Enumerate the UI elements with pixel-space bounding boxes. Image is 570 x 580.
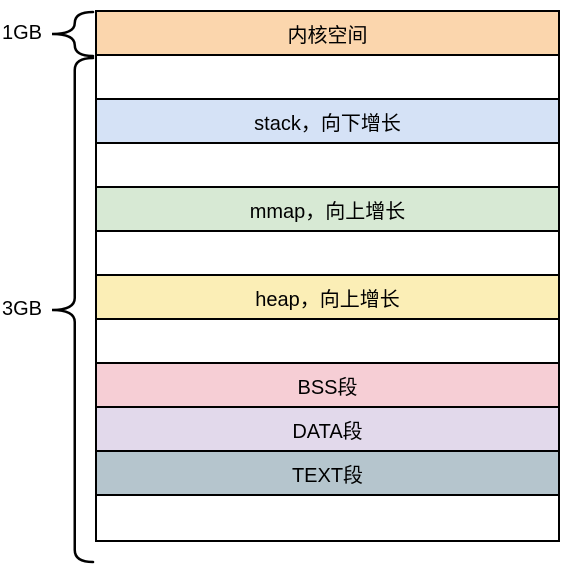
memory-row-8: BSS段 <box>97 364 558 408</box>
memory-row-4: mmap，向上增长 <box>97 188 558 232</box>
memory-row-0: 内核空间 <box>97 12 558 56</box>
size-label-0: 1GB <box>2 22 42 45</box>
memory-row-11 <box>97 496 558 540</box>
memory-row-10: TEXT段 <box>97 452 558 496</box>
memory-row-6: heap，向上增长 <box>97 276 558 320</box>
memory-row-label-2: stack，向下增长 <box>254 107 401 136</box>
memory-row-label-6: heap，向上增长 <box>255 283 400 312</box>
memory-row-label-10: TEXT段 <box>292 459 363 488</box>
memory-row-label-4: mmap，向上增长 <box>250 195 406 224</box>
memory-row-label-0: 内核空间 <box>288 19 368 48</box>
memory-row-7 <box>97 320 558 364</box>
size-label-1: 3GB <box>2 298 42 321</box>
memory-row-label-9: DATA段 <box>292 415 362 444</box>
memory-row-5 <box>97 232 558 276</box>
memory-row-9: DATA段 <box>97 408 558 452</box>
memory-row-2: stack，向下增长 <box>97 100 558 144</box>
brace-1 <box>50 56 95 564</box>
brace-0 <box>50 10 95 58</box>
memory-row-label-8: BSS段 <box>297 371 357 400</box>
memory-row-1 <box>97 56 558 100</box>
memory-row-3 <box>97 144 558 188</box>
memory-stack: 内核空间 stack，向下增长 mmap，向上增长 heap，向上增长 BSS段 DATA… <box>95 10 560 542</box>
